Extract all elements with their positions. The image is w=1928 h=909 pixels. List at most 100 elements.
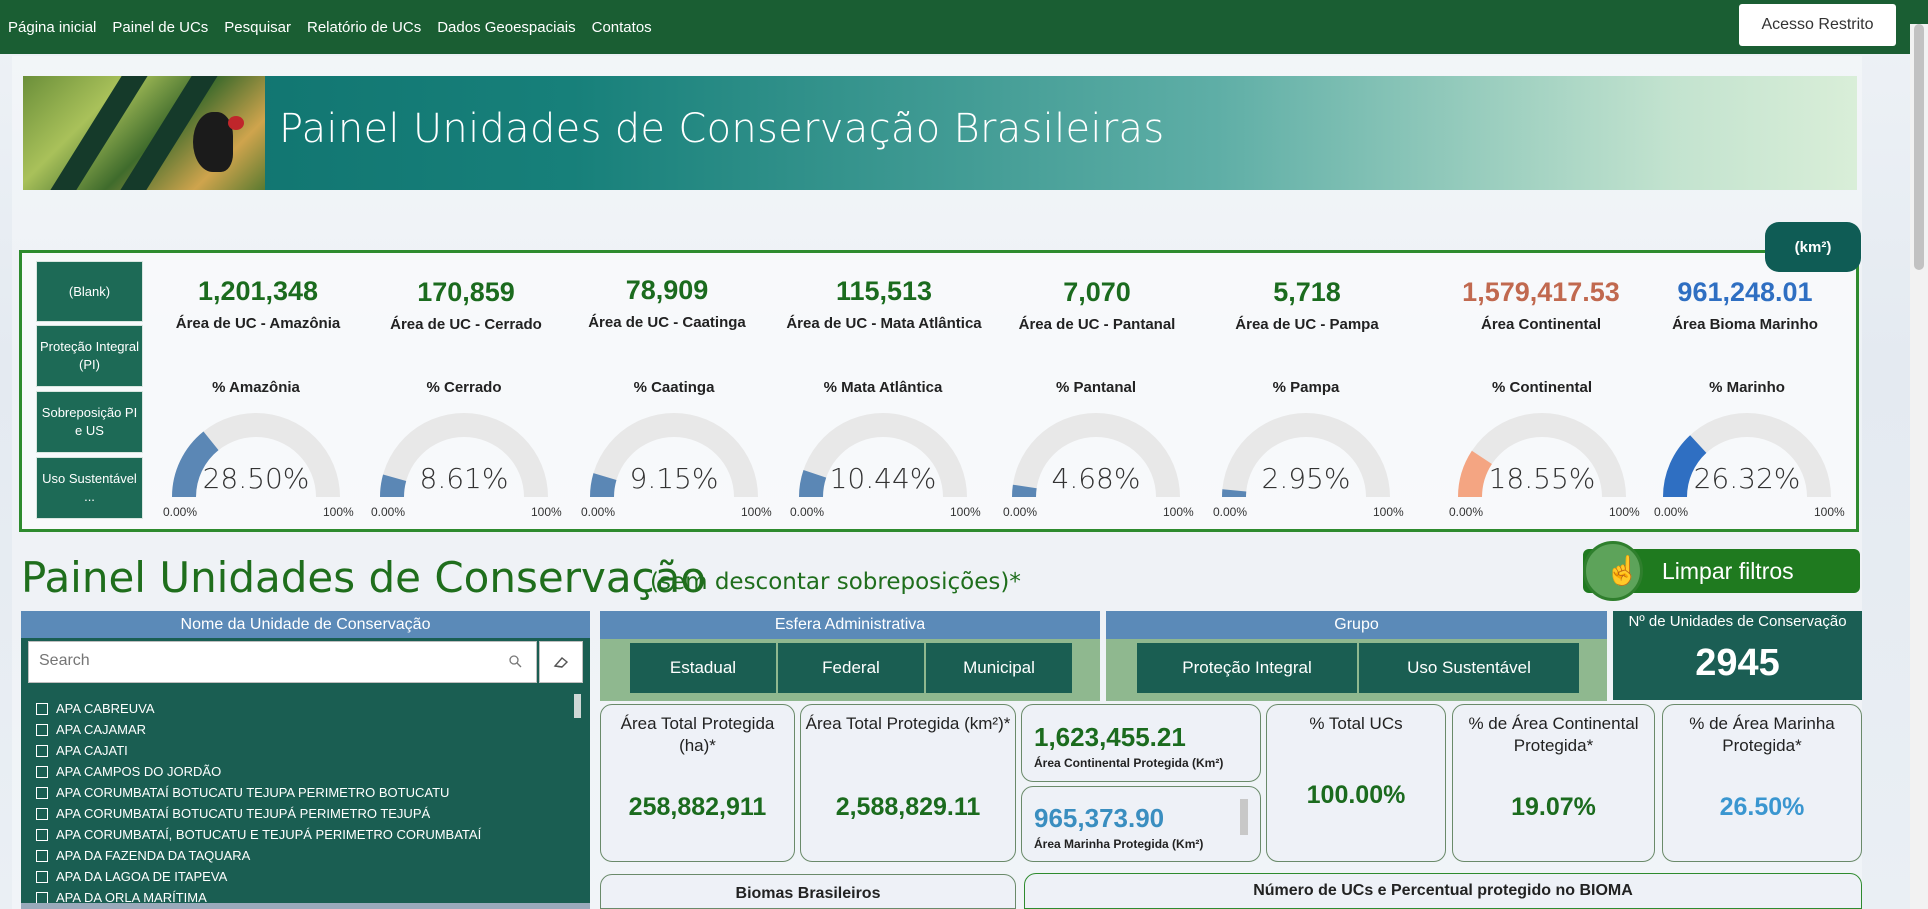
uc-list-item-label: APA DA LAGOA DE ITAPEVA xyxy=(56,869,228,884)
gauge-max-2: 100% xyxy=(741,505,772,519)
slicer-option-blank[interactable]: (Blank) xyxy=(36,261,143,322)
nav-link-painel[interactable]: Painel de UCs xyxy=(112,18,209,36)
restricted-access-button[interactable]: Acesso Restrito xyxy=(1739,4,1896,46)
gauge-track-3 xyxy=(799,413,967,497)
uc-list-item-label: APA DA ORLA MARÍTIMA xyxy=(56,890,207,905)
checkbox[interactable] xyxy=(36,786,48,799)
gauge-title-4: % Pantanal xyxy=(1055,379,1137,396)
eraser-icon xyxy=(553,657,569,668)
gauge-min-4: 0.00% xyxy=(1003,505,1038,519)
page-scrollbar-thumb[interactable] xyxy=(1914,24,1924,270)
total-ucs-card: % Total UCs 100.00% xyxy=(1266,704,1446,862)
header-banner: Painel Unidades de Conservação Brasileir… xyxy=(23,76,1857,190)
gauge-fill-2 xyxy=(590,473,617,497)
clear-filters-button[interactable]: ☝ Limpar filtros xyxy=(1583,541,1860,601)
gauge-0 xyxy=(172,413,340,497)
nav-link-contatos[interactable]: Contatos xyxy=(591,18,652,36)
checkbox[interactable] xyxy=(36,807,48,820)
uc-list-item[interactable]: APA CAJAMAR xyxy=(36,719,576,740)
kpi-value-7: 961,248.01 xyxy=(1677,277,1813,307)
clear-filters-label: Limpar filtros xyxy=(1662,558,1794,584)
pct-marinha-value: 26.50% xyxy=(1719,793,1805,821)
gauge-min-2: 0.00% xyxy=(581,505,616,519)
gauge-track-0 xyxy=(172,413,340,497)
pct-continental-card: % de Área Continental Protegida* 19.07% xyxy=(1452,704,1655,862)
section-subtitle: (sem descontar sobreposições)* xyxy=(650,569,1021,595)
uc-list-item[interactable]: APA CORUMBATAÍ BOTUCATU TEJUPA PERIMETRO… xyxy=(36,782,576,803)
kpi-value-2: 78,909 xyxy=(625,275,709,305)
esfera-option-federal[interactable]: Federal xyxy=(778,643,925,693)
nav-link-pesquisar[interactable]: Pesquisar xyxy=(224,18,291,36)
gauge-2 xyxy=(590,413,758,497)
area-ha-label: Área Total Protegida (ha)* xyxy=(620,714,775,755)
checkbox[interactable] xyxy=(36,702,48,715)
checkbox[interactable] xyxy=(36,870,48,883)
gauge-max-5: 100% xyxy=(1373,505,1404,519)
gauge-fill-1 xyxy=(380,474,407,497)
gauge-min-3: 0.00% xyxy=(790,505,825,519)
checkbox[interactable] xyxy=(36,723,48,736)
gauge-track-5 xyxy=(1222,413,1390,497)
biomas-card: Biomas Brasileiros xyxy=(600,874,1016,909)
marine-area-card: 965,373.90 Área Marinha Protegida (Km²) xyxy=(1021,786,1261,862)
checkbox[interactable] xyxy=(36,891,48,904)
grupo-option-uso-sustentavel[interactable]: Uso Sustentável xyxy=(1359,643,1579,693)
continental-area-card: 1,623,455.21 Área Continental Protegida … xyxy=(1021,704,1261,782)
kpi-value-5: 5,718 xyxy=(1273,277,1341,307)
pct-marinha-label: % de Área Marinha Protegida* xyxy=(1689,714,1835,755)
gauge-min-7: 0.00% xyxy=(1654,505,1689,519)
esfera-option-municipal[interactable]: Municipal xyxy=(926,643,1072,693)
page-scrollbar[interactable] xyxy=(1910,24,1928,909)
gauge-title-5: % Pampa xyxy=(1272,379,1340,396)
banner-photo-collage xyxy=(23,76,265,190)
uc-list-item-label: APA CABREUVA xyxy=(56,701,155,716)
gauge-fill-0 xyxy=(172,431,219,497)
search-input[interactable] xyxy=(29,642,499,680)
checkbox[interactable] xyxy=(36,744,48,757)
gauge-title-0: % Amazônia xyxy=(212,379,300,396)
search-icon[interactable] xyxy=(508,654,522,668)
esfera-option-estadual[interactable]: Estadual xyxy=(630,643,777,693)
uc-name-slicer xyxy=(21,638,590,909)
slicer-option-uso-sustentavel[interactable]: Uso Sustentável ... xyxy=(36,457,143,519)
uc-count-label: Nº de Unidades de Conservação xyxy=(1628,613,1847,630)
uc-list-item[interactable]: APA DA LAGOA DE ITAPEVA xyxy=(36,866,576,887)
gauge-value-7: 26.32% xyxy=(1693,462,1801,495)
gauge-min-1: 0.00% xyxy=(371,505,406,519)
gauge-6 xyxy=(1458,413,1626,497)
checkbox[interactable] xyxy=(36,765,48,778)
gauge-fill-4 xyxy=(1012,484,1037,497)
uc-list: APA CABREUVA APA CAJAMAR APA CAJATI APA CAM… xyxy=(36,698,576,908)
uc-list-hscroll[interactable] xyxy=(21,903,590,909)
uc-count-card: Nº de Unidades de Conservação 2945 xyxy=(1613,611,1862,700)
gauge-title-3: % Mata Atlântica xyxy=(823,379,943,396)
uc-count-value: 2945 xyxy=(1695,642,1780,684)
uc-list-item[interactable]: APA CABREUVA xyxy=(36,698,576,719)
uc-list-item[interactable]: APA CAJATI xyxy=(36,740,576,761)
uc-list-item[interactable]: APA CORUMBATAÍ, BOTUCATU E TEJUPÁ PERIME… xyxy=(36,824,576,845)
nav-link-relatorio[interactable]: Relatório de UCs xyxy=(306,18,422,36)
clear-selection-eraser[interactable] xyxy=(539,641,583,683)
gauge-track-7 xyxy=(1663,413,1831,497)
area-km2-value: 2,588,829.11 xyxy=(835,793,981,821)
marine-card-scrollbar[interactable] xyxy=(1240,799,1248,835)
grupo-option-protecao-integral[interactable]: Proteção Integral xyxy=(1137,643,1358,693)
kpi-label-2: Área de UC - Caatinga xyxy=(588,314,746,331)
area-ha-card: Área Total Protegida (ha)* 258,882,911 xyxy=(600,704,795,862)
nav-link-home[interactable]: Página inicial xyxy=(8,18,97,36)
uc-list-item[interactable]: APA CAMPOS DO JORDÃO xyxy=(36,761,576,782)
gauge-title-6: % Continental xyxy=(1492,379,1592,396)
uc-list-scrollbar[interactable] xyxy=(574,694,581,718)
slicer-option-sobreposicao[interactable]: Sobreposição PI e US xyxy=(36,391,143,453)
slicer-option-protecao-integral[interactable]: Proteção Integral (PI) xyxy=(36,325,143,387)
marine-area-value: 965,373.90 xyxy=(1034,803,1165,833)
nav-link-geoespaciais[interactable]: Dados Geoespaciais xyxy=(437,18,576,36)
area-km2-label: Área Total Protegida (km²)* xyxy=(805,714,1011,733)
uc-list-item[interactable]: APA CORUMBATAÍ BOTUCATU TEJUPÁ PERIMETRO… xyxy=(36,803,576,824)
pct-continental-label: % de Área Continental Protegida* xyxy=(1468,714,1639,755)
uc-list-item[interactable]: APA DA FAZENDA DA TAQUARA xyxy=(36,845,576,866)
checkbox[interactable] xyxy=(36,849,48,862)
top-navbar: Página inicial Painel de UCs Pesquisar R… xyxy=(0,0,1928,54)
gauge-track-2 xyxy=(590,413,758,497)
checkbox[interactable] xyxy=(36,828,48,841)
